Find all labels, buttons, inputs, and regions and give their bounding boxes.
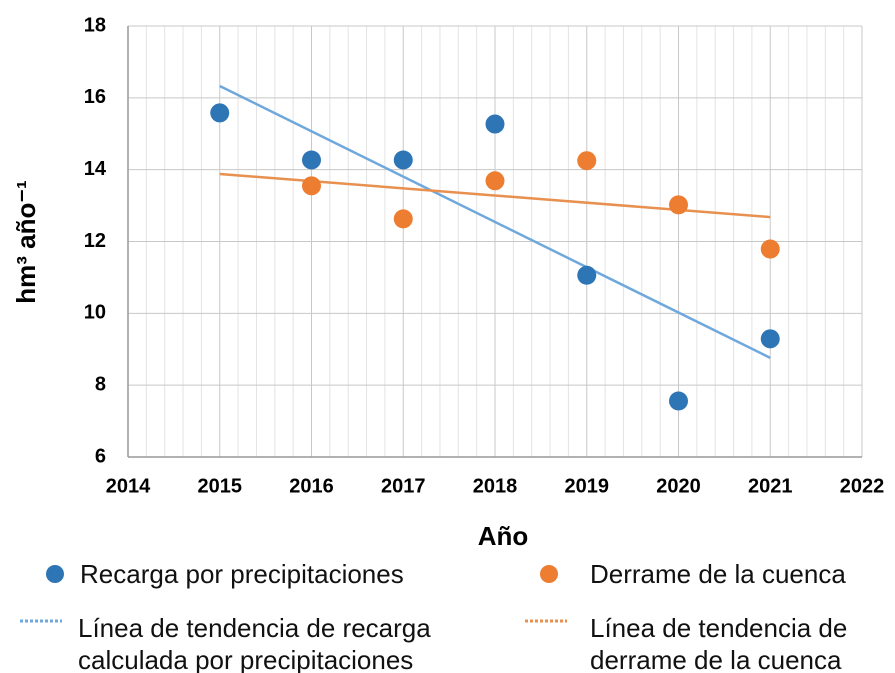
legend-label: Línea de tendencia de recarga calculada … — [78, 613, 431, 673]
point — [302, 176, 321, 196]
y-tick-label: 8 — [95, 373, 106, 395]
x-tick-label: 2016 — [289, 475, 334, 497]
x-tick-label: 2015 — [198, 475, 243, 497]
y-tick-label: 6 — [95, 445, 106, 467]
point — [393, 209, 413, 229]
point — [577, 151, 597, 171]
grid — [127, 25, 863, 458]
legend-label: Derrame de la cuenca — [590, 559, 846, 589]
y-axis-title: hm³ año⁻¹ — [11, 180, 41, 304]
x-tick-label: 2021 — [748, 475, 793, 497]
y-tick-label: 18 — [84, 14, 106, 36]
x-tick-label: 2018 — [473, 475, 518, 497]
x-tick-label: 2020 — [656, 475, 701, 497]
y-tick-label: 12 — [84, 230, 106, 252]
point — [669, 391, 688, 411]
legend-label: Recarga por precipitaciones — [80, 559, 404, 589]
legend-marker — [46, 565, 64, 583]
y-tick-label: 14 — [84, 158, 107, 180]
y-tick-label: 10 — [84, 302, 106, 324]
point — [669, 195, 688, 215]
point — [210, 103, 230, 123]
x-tick-label: 2017 — [381, 475, 426, 497]
y-tick-label: 16 — [84, 86, 106, 108]
point — [760, 329, 780, 349]
point — [302, 150, 321, 170]
legend-marker — [540, 565, 558, 583]
point — [577, 265, 597, 285]
x-tick-label: 2022 — [840, 475, 885, 497]
x-tick-label: 2019 — [565, 475, 610, 497]
point — [760, 239, 780, 259]
point — [485, 114, 505, 134]
trendline — [219, 84, 771, 359]
point — [393, 150, 413, 170]
x-tick-label: 2014 — [106, 475, 151, 497]
x-axis-title: Año — [478, 521, 529, 551]
point — [485, 171, 505, 191]
legend-label: Línea de tendencia de derrame de la cuen… — [590, 613, 848, 673]
